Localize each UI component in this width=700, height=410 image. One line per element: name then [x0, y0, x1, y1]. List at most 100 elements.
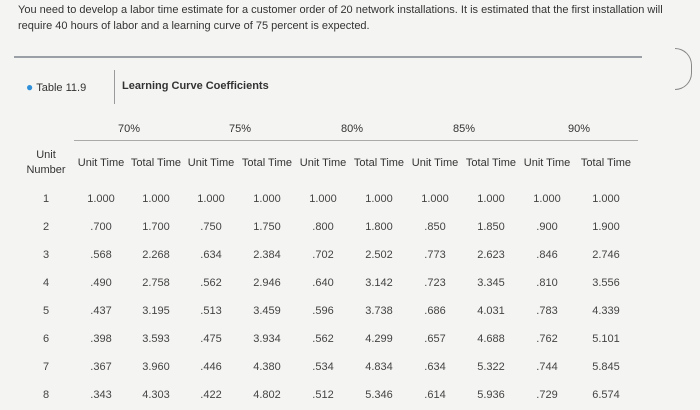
table-row: 5 .437 3.195 .513 3.459 .596 3.738 .686 4.031 .78… [18, 297, 638, 325]
coefficient-cell: 1.000 [533, 193, 561, 205]
coefficient-cell: .744 [536, 361, 558, 373]
coefficient-cell: 3.195 [142, 305, 170, 317]
coefficient-cell: .700 [90, 221, 112, 233]
coefficient-cell: .398 [90, 333, 112, 345]
coefficient-cell: .657 [424, 333, 446, 345]
coefficient-cell: 1.800 [365, 221, 393, 233]
group-header: 75% [184, 118, 296, 141]
coefficient-cell: .475 [200, 333, 222, 345]
problem-statement: You need to develop a labor time estimat… [18, 4, 663, 32]
coefficient-cell: .702 [312, 249, 334, 261]
table-row: 1 1.000 1.000 1.000 1.000 1.000 1.000 1.000 1.00… [18, 185, 638, 213]
coefficient-cell: 1.000 [87, 193, 115, 205]
coefficient-cell: .783 [536, 305, 558, 317]
coefficient-cell: 1.000 [365, 193, 393, 205]
learning-curve-table: 70% 75% 80% 85% 90% Unit Number Unit Tim… [18, 118, 638, 409]
coefficient-cell: .367 [90, 361, 112, 373]
coefficient-cell: .634 [200, 249, 222, 261]
coefficient-cell: .512 [312, 389, 334, 401]
coefficient-cell: 2.384 [253, 249, 281, 261]
coefficient-cell: 2.946 [253, 277, 281, 289]
column-header: Unit Time [523, 156, 571, 169]
coefficient-cell: 5.101 [592, 333, 620, 345]
coefficient-cell: 4.834 [365, 361, 393, 373]
coefficient-cell: 3.459 [253, 305, 281, 317]
coefficient-cell: .900 [536, 221, 558, 233]
bullet-icon: ● [26, 80, 34, 94]
table-row: 6 .398 3.593 .475 3.934 .562 4.299 .657 4.688 .76… [18, 325, 638, 353]
group-spacer [18, 118, 74, 141]
column-header: Unit Time [187, 156, 235, 169]
column-header-row: Unit Number Unit Time Total Time Unit Ti… [18, 141, 638, 186]
table-row: 4 .490 2.758 .562 2.946 .640 3.142 .723 3.345 .81… [18, 269, 638, 297]
coefficient-cell: 1.850 [477, 221, 505, 233]
coefficient-cell: 4.339 [592, 305, 620, 317]
coefficient-cell: 1.000 [309, 193, 337, 205]
unit-number-cell: 2 [42, 221, 50, 233]
table-tag: ● Table 11.9 [26, 80, 86, 94]
coefficient-cell: .762 [536, 333, 558, 345]
coefficient-cell: 1.000 [477, 193, 505, 205]
coefficient-cell: 2.758 [142, 277, 170, 289]
coefficient-cell: 2.268 [142, 249, 170, 261]
coefficient-cell: .634 [424, 361, 446, 373]
unit-number-cell: 3 [42, 249, 50, 261]
coefficient-cell: .343 [90, 389, 112, 401]
coefficient-cell: .422 [200, 389, 222, 401]
table-tag-label: Table 11.9 [36, 82, 87, 94]
coefficient-cell: 5.845 [592, 361, 620, 373]
coefficient-cell: 3.142 [365, 277, 393, 289]
coefficient-cell: .800 [312, 221, 334, 233]
column-header: Unit Time [77, 156, 125, 169]
coefficient-cell: 6.574 [592, 389, 620, 401]
column-header: Unit Time [299, 156, 347, 169]
coefficient-cell: 1.000 [421, 193, 449, 205]
coefficient-cell: 1.750 [253, 221, 281, 233]
coefficient-cell: 4.802 [253, 389, 281, 401]
table-row: 2 .700 1.700 .750 1.750 .800 1.800 .850 1.850 .90… [18, 213, 638, 241]
group-header: 80% [296, 118, 408, 141]
coefficient-cell: 4.688 [477, 333, 505, 345]
page-edge-mark [675, 48, 692, 90]
coefficient-cell: .534 [312, 361, 334, 373]
coefficient-cell: 2.746 [592, 249, 620, 261]
coefficient-cell: 3.738 [365, 305, 393, 317]
unit-number-cell: 1 [42, 193, 50, 205]
group-header: 85% [408, 118, 520, 141]
unit-number-cell: 8 [42, 389, 50, 401]
caption-divider [114, 70, 115, 104]
coefficient-cell: .810 [536, 277, 558, 289]
column-header: Unit Number [26, 148, 66, 176]
divider [14, 56, 642, 58]
coefficient-cell: 5.346 [365, 389, 393, 401]
coefficient-cell: .562 [312, 333, 334, 345]
coefficient-cell: 5.322 [477, 361, 505, 373]
coefficient-cell: .729 [536, 389, 558, 401]
coefficient-cell: .723 [424, 277, 446, 289]
coefficient-cell: 5.936 [477, 389, 505, 401]
coefficient-cell: .446 [200, 361, 222, 373]
coefficient-cell: .596 [312, 305, 334, 317]
unit-number-cell: 5 [42, 305, 50, 317]
table-caption: Learning Curve Coefficients [122, 80, 269, 92]
coefficient-cell: 1.700 [142, 221, 170, 233]
coefficient-cell: .490 [90, 277, 112, 289]
coefficient-cell: 4.031 [477, 305, 505, 317]
coefficient-cell: 1.000 [142, 193, 170, 205]
coefficient-cell: 4.380 [253, 361, 281, 373]
table-row: 3 .568 2.268 .634 2.384 .702 2.502 .773 2.623 .84… [18, 241, 638, 269]
group-header-row: 70% 75% 80% 85% 90% [18, 118, 638, 141]
column-header: Total Time [353, 156, 405, 169]
column-header: Total Time [580, 156, 632, 169]
coefficient-cell: .562 [200, 277, 222, 289]
column-header: Total Time [465, 156, 517, 169]
unit-number-cell: 4 [42, 277, 50, 289]
coefficient-cell: .640 [312, 277, 334, 289]
coefficient-cell: 3.593 [142, 333, 170, 345]
coefficient-cell: 4.303 [142, 389, 170, 401]
unit-number-cell: 7 [42, 361, 50, 373]
coefficient-cell: .773 [424, 249, 446, 261]
coefficient-cell: 4.299 [365, 333, 393, 345]
coefficient-cell: .437 [90, 305, 112, 317]
column-header: Total Time [130, 156, 182, 169]
